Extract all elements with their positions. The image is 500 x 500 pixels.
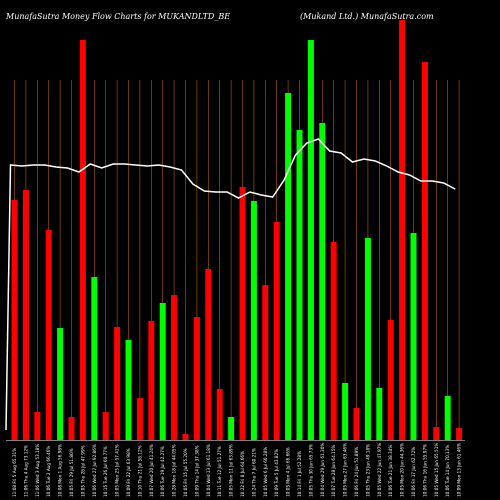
- tick-label: 10:11 Tue 12 Jul 51.27%: [217, 446, 222, 497]
- tick-label: 10:14 Fri 1 Jul 52.28%: [297, 451, 302, 497]
- tick-label: 10:05 Thu 28 Jul 47.99%: [80, 445, 85, 497]
- tick-label: 10:06 Tue 19 Jul 42.27%: [160, 446, 165, 497]
- tick-label: 11:06 Thu 4 Aug 73.12%: [23, 445, 28, 497]
- tick-label: 10:05 Thu 30 Jun 65.73%: [308, 444, 313, 497]
- bar: [285, 93, 292, 440]
- tick-label: 10:06 Fri 24 Jun 51.89%: [354, 447, 359, 497]
- tick-label: 10:05 Mon 20 Jun 44.36%: [400, 443, 405, 497]
- tick-label: 10:09 Fri 22 Jul 63.98%: [126, 448, 131, 497]
- bar: [205, 269, 212, 440]
- tick-label: 10:06 Wed 27 Jul 92.86%: [92, 444, 97, 497]
- bar: [330, 242, 337, 440]
- tick-label: 10:06 Fri 17 Jun 62.72%: [411, 447, 416, 497]
- bar: [91, 277, 98, 440]
- x-tick-labels: 11:08 Fri 5 Aug 65.31% 11:06 Thu 4 Aug 73…: [12, 443, 462, 497]
- bar: [193, 317, 200, 440]
- tick-label: 10:06 Tue 14 Jun 70.13%: [445, 445, 450, 497]
- bar: [125, 340, 132, 440]
- tick-label: 10:09 Tue 5 Jul 43.82%: [274, 449, 279, 497]
- bar: [250, 201, 257, 440]
- tick-label: 10:28 Mon 18 Jul 44.05%: [172, 444, 177, 497]
- tick-label: 10:09 Mon 13 Jun 61.46%: [457, 443, 462, 497]
- trend-line-path: [5, 138, 456, 431]
- bar: [216, 389, 223, 440]
- chart-title: MunafaSutra Money Flow Charts for MUKAND…: [5, 12, 230, 21]
- tick-label: 10:04 Wed 29 Jun 61.30%: [320, 443, 325, 497]
- bar: [22, 190, 29, 440]
- bar: [421, 62, 428, 440]
- bar: [410, 233, 417, 440]
- bar: [342, 383, 349, 440]
- bar: [182, 434, 189, 440]
- tick-label: 10:24 Thu 7 Jul 60.21%: [251, 448, 256, 497]
- tick-label: 10:05 Fri 15 Jul 55.20%: [183, 448, 188, 497]
- bar: [148, 321, 155, 440]
- bar: [45, 230, 52, 440]
- bar: [228, 417, 235, 440]
- tick-label: 10:08 Mon 1 Aug 56.98%: [58, 444, 63, 497]
- bar: [11, 200, 18, 440]
- tick-label: 10:09 Thu 14 Jul 37.38%: [194, 445, 199, 497]
- tick-label: 10:05 Mon 25 Jul 57.41%: [115, 444, 120, 497]
- money-flow-bars: [11, 20, 463, 440]
- bar: [399, 20, 406, 440]
- tick-label: 10:22 Fri 8 Jul 64.66%: [240, 451, 245, 497]
- bar: [387, 320, 394, 440]
- tick-label: 10:05 Wed 6 Jul 60.28%: [263, 447, 268, 497]
- tick-label: 10:15 Tue 26 Jul 60.77%: [103, 446, 108, 497]
- bar: [159, 303, 166, 440]
- tick-label: 10:05 Fri 29 Jul 51.80%: [69, 448, 74, 497]
- bar: [307, 40, 314, 440]
- tick-label: 11:08 Fri 5 Aug 65.31%: [12, 448, 17, 497]
- bar: [353, 408, 360, 440]
- bar: [433, 427, 440, 440]
- bar: [444, 396, 451, 440]
- trend-line: [5, 138, 456, 431]
- tick-label: 10:04 Wed 13 Jul 61.18%: [206, 444, 211, 497]
- bar: [102, 412, 109, 440]
- bar: [171, 295, 178, 440]
- bar: [34, 412, 41, 440]
- bar: [79, 40, 86, 440]
- tick-label: 10:07 Tue 28 Jun 64.15%: [331, 445, 336, 497]
- bar: [114, 327, 121, 440]
- bar: [364, 238, 371, 440]
- bar: [262, 285, 269, 440]
- bar: [296, 130, 303, 440]
- tick-label: 10:05 Mon 27 Jun 63.46%: [343, 443, 348, 497]
- tick-label: 10:05 Mon 11 Jul 63.89%: [229, 444, 234, 497]
- tick-label: 10:06 Tue 21 Jun 38.34%: [388, 445, 393, 497]
- tick-label: 10:10 Thu 21 Jul 58.12%: [137, 445, 142, 497]
- tick-label: 10:06 Thu 16 Jun 55.97%: [422, 444, 427, 497]
- bar: [68, 417, 75, 440]
- bar: [273, 222, 280, 440]
- bar: [239, 187, 246, 440]
- tick-label: 10:05 Mon 4 Jul 66.66%: [286, 447, 291, 497]
- tick-label: 10:06 Tue 2 Aug 66.46%: [46, 446, 51, 497]
- bar: [376, 388, 383, 440]
- bar: [319, 123, 326, 440]
- chart-subtitle: (Mukand Ltd.) MunafaSutra.com: [300, 12, 434, 21]
- tick-label: 10:05 Thu 23 Jun 49.18%: [365, 444, 370, 497]
- bar: [136, 398, 143, 440]
- tick-label: 10:05 Wed 15 Jun 65.51%: [434, 443, 439, 497]
- bar: [57, 328, 64, 440]
- tick-label: 10:05 Wed 22 Jun 47.97%: [377, 443, 382, 497]
- tick-label: 10:07 Wed 20 Jul 41.24%: [149, 444, 154, 497]
- bar: [456, 428, 463, 440]
- tick-label: 11:06 Wed 3 Aug 53.18%: [35, 444, 40, 497]
